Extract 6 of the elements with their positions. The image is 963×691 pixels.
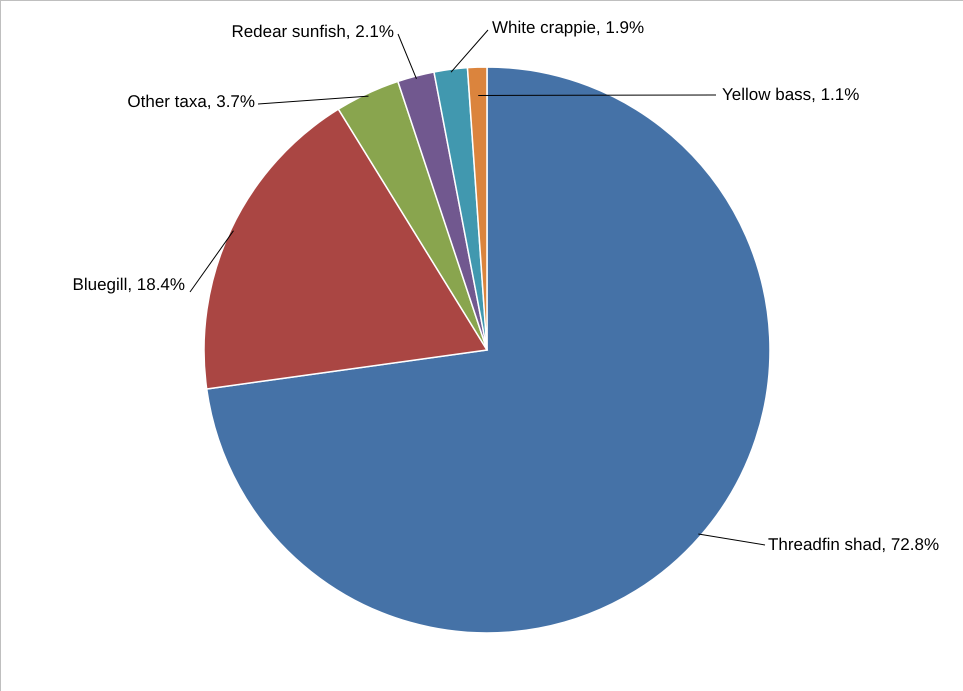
slice-label: White crappie, 1.9% <box>492 18 644 37</box>
slice-label: Bluegill, 18.4% <box>72 275 185 294</box>
slice-label: Redear sunfish, 2.1% <box>231 22 394 41</box>
slice-label: Other taxa, 3.7% <box>127 92 255 111</box>
slice-label: Threadfin shad, 72.8% <box>768 535 940 554</box>
slice-label: Yellow bass, 1.1% <box>722 85 860 104</box>
